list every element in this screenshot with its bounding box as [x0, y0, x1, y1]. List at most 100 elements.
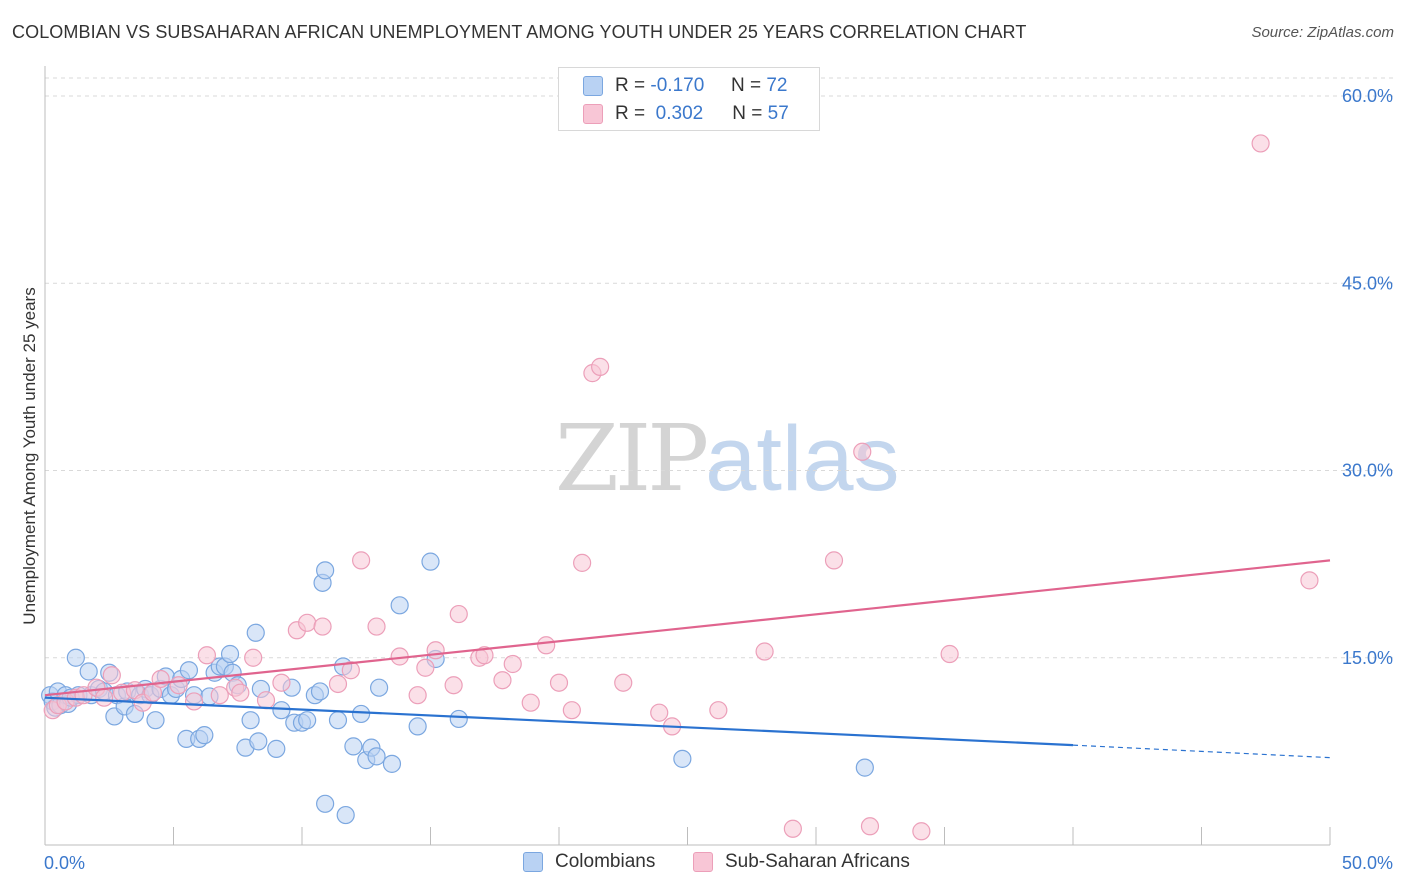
subsaharan-point [444, 676, 463, 695]
subsaharan-trend-line [44, 559, 1331, 697]
subsaharan-point [1251, 134, 1270, 153]
colombian-point [449, 709, 468, 729]
n-label: N = [732, 103, 763, 124]
subsaharan-point [912, 822, 931, 841]
legend-label: Sub-Saharan Africans [725, 851, 910, 872]
colombian-point [367, 747, 386, 766]
colombian-point [390, 596, 409, 615]
subsaharan-point [650, 703, 669, 722]
subsaharan-point [449, 604, 468, 624]
colombian-point [267, 739, 286, 758]
legend-item-colombians: Colombians [523, 851, 655, 873]
colombian-point [249, 732, 268, 751]
n-value: 72 [766, 75, 788, 96]
subsaharan-point [940, 644, 959, 664]
subsaharan-point [426, 641, 445, 660]
colombian-point [146, 711, 165, 730]
subsaharan-point [367, 617, 386, 636]
subsaharan-point [493, 671, 512, 690]
colombian-point [79, 662, 98, 681]
legend-label: Colombians [555, 851, 656, 872]
colombian-point [195, 726, 214, 745]
subsaharan-point [1300, 571, 1319, 590]
x-tick-label-max: 50.0% [1341, 853, 1393, 873]
colombian-point [66, 648, 85, 667]
legend-swatch-blue [583, 76, 603, 96]
legend-swatch-pink [583, 104, 603, 124]
subsaharan-point [573, 553, 592, 572]
colombian-point [352, 704, 371, 724]
subsaharan-point [824, 551, 844, 570]
legend-swatch-blue [523, 852, 543, 872]
series-legend: Colombians Sub-Saharan Africans [0, 851, 1406, 879]
colombian-point [336, 805, 355, 825]
colombian-point [421, 552, 440, 571]
colombian-point [241, 711, 260, 730]
x-tick-label-min: 0.0% [44, 853, 86, 873]
subsaharan-point [521, 693, 540, 712]
subsaharan-point [614, 673, 633, 692]
legend-row-subsaharan: R = 0.302 N = 57 [583, 101, 789, 127]
y-tick-label: 15.0% [1342, 648, 1393, 668]
subsaharan-point [102, 666, 121, 685]
subsaharan-point [244, 648, 263, 667]
subsaharan-point [755, 642, 774, 661]
y-tick-label: 30.0% [1342, 461, 1393, 481]
legend-item-subsaharan: Sub-Saharan Africans [693, 851, 910, 873]
n-value: 57 [767, 103, 789, 124]
subsaharan-point [503, 654, 522, 674]
subsaharan-point [313, 617, 332, 636]
colombian-trend-line-extension [1072, 744, 1331, 759]
subsaharan-point [591, 357, 610, 376]
subsaharan-point [151, 669, 170, 689]
subsaharan-point [341, 661, 360, 680]
chart-title: COLOMBIAN VS SUBSAHARAN AFRICAN UNEMPLOY… [12, 22, 1027, 42]
colombian-point [382, 754, 402, 773]
legend-row-colombians: R = -0.170 N = 72 [583, 73, 787, 99]
subsaharan-point [408, 686, 427, 705]
subsaharan-point [783, 819, 802, 838]
colombian-point [220, 644, 240, 664]
subsaharan-point [475, 646, 494, 665]
y-tick-label: 60.0% [1342, 86, 1393, 106]
colombian-point [310, 682, 330, 701]
r-label: R = [615, 75, 646, 96]
subsaharan-point [184, 692, 204, 711]
n-label: N = [730, 75, 762, 96]
colombian-point [328, 711, 348, 730]
y-tick-label: 45.0% [1342, 273, 1393, 293]
subsaharan-point [328, 674, 348, 694]
r-label: R = [615, 103, 646, 124]
subsaharan-point [562, 701, 581, 720]
subsaharan-point [298, 613, 317, 632]
r-value: -0.170 [650, 75, 705, 96]
subsaharan-point [256, 691, 276, 710]
source-label: Source: ZipAtlas.com [1251, 24, 1394, 41]
colombian-trend-line [44, 696, 1074, 747]
colombian-point [344, 737, 363, 756]
subsaharan-point [352, 551, 371, 570]
subsaharan-point [197, 646, 217, 665]
colombian-point [855, 758, 874, 777]
subsaharan-point [416, 658, 435, 677]
subsaharan-point [231, 683, 250, 702]
colombian-point [370, 678, 389, 697]
subsaharan-point [853, 442, 872, 461]
subsaharan-point [709, 701, 728, 720]
subsaharan-point [169, 676, 188, 695]
colombian-point [673, 749, 692, 768]
colombian-point [272, 701, 291, 720]
watermark-zip: ZIP [555, 405, 709, 512]
subsaharan-point [860, 817, 880, 836]
legend-swatch-pink [693, 852, 713, 872]
subsaharan-point [210, 686, 229, 705]
subsaharan-point [95, 688, 114, 707]
subsaharan-point [549, 673, 569, 692]
colombian-point [316, 794, 335, 813]
subsaharan-point [537, 636, 556, 655]
colombian-point [246, 623, 265, 642]
r-value: 0.302 [655, 103, 704, 124]
correlation-legend: R = -0.170 N = 72 R = 0.302 N = 57 [558, 67, 820, 131]
colombian-point [408, 717, 427, 736]
